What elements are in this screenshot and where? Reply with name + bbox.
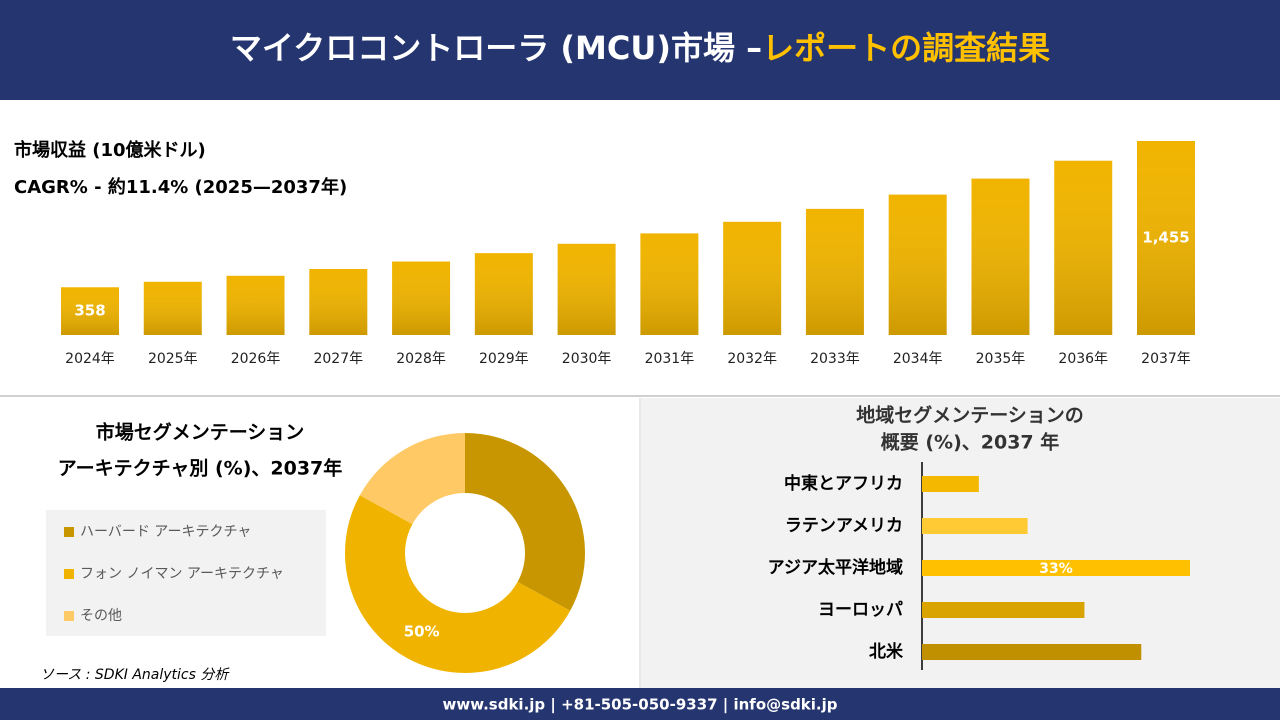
bar-shade	[226, 275, 285, 335]
region-panel	[641, 398, 1280, 688]
value-label: 33%	[1039, 561, 1073, 577]
x-tick-label: 2029年	[479, 351, 529, 367]
footer: www.sdki.jp | +81-505-050-9337 | info@sd…	[442, 696, 837, 715]
x-tick-label: 2025年	[148, 351, 198, 367]
bar-shade	[1137, 141, 1195, 335]
x-tick-label: 2034年	[893, 351, 943, 367]
y-tick-label: ヨーロッパ	[818, 600, 903, 620]
bar-shade	[805, 208, 864, 335]
title-main: マイクロコントローラ (MCU)市場 –	[230, 29, 762, 67]
x-tick-label: 2032年	[727, 351, 777, 367]
title-highlight: レポートの調査結果	[762, 29, 1050, 67]
x-tick-label: 2027年	[313, 351, 363, 367]
legend-swatch	[64, 527, 74, 537]
bar-shade	[143, 281, 202, 335]
x-tick-label: 2036年	[1058, 351, 1108, 367]
chart-title: 概要 (%)、2037 年	[881, 431, 1060, 454]
legend-label: ハーバード アーキテクチャ	[80, 524, 251, 540]
y-tick-label: アジア太平洋地域	[768, 557, 903, 578]
chart-title: 市場セグメンテーション	[96, 421, 305, 444]
x-tick-label: 2024年	[65, 351, 115, 367]
y-tick-label: ラテンアメリカ	[785, 516, 903, 536]
bar	[922, 644, 1142, 660]
page-title: マイクロコントローラ (MCU)市場 –レポートの調査結果	[230, 29, 1050, 67]
header-bar	[0, 0, 1280, 100]
bar	[922, 560, 1190, 576]
x-tick-label: 2035年	[976, 351, 1026, 367]
legend-swatch	[64, 569, 74, 579]
bar-shade	[392, 261, 451, 335]
legend-label: フォン ノイマン アーキテクチャ	[80, 566, 284, 582]
legend-swatch	[64, 611, 74, 621]
y-tick-label: 北米	[869, 641, 904, 662]
footer-bar	[0, 688, 1280, 720]
x-tick-label: 2028年	[396, 351, 446, 367]
bar	[922, 518, 1028, 534]
bar	[922, 476, 979, 492]
value-label: 358	[74, 302, 105, 320]
slice	[465, 433, 585, 611]
bar-shade	[888, 194, 947, 335]
x-tick-label: 2030年	[562, 351, 612, 367]
x-tick-label: 2037年	[1141, 351, 1191, 367]
slice	[345, 495, 571, 674]
legend-label: その他	[80, 608, 122, 624]
bar-shade	[61, 287, 119, 335]
y-tick-label: 中東とアフリカ	[784, 473, 903, 494]
x-tick-label: 2031年	[645, 351, 695, 367]
chart-subtitle: CAGR% - 約11.4% (2025—2037年)	[14, 176, 347, 198]
bar-shade	[640, 233, 699, 335]
x-tick-label: 2026年	[231, 351, 281, 367]
chart-subtitle: 市場収益 (10億米ドル)	[14, 139, 206, 161]
bar	[922, 602, 1085, 618]
chart-title: アーキテクチャ別 (%)、2037年	[58, 457, 343, 480]
bar-shade	[971, 178, 1030, 335]
bar-shade	[474, 253, 533, 335]
slice	[359, 433, 465, 525]
bar-shade	[723, 221, 782, 335]
bar-shade	[1054, 160, 1113, 335]
legend-box	[46, 510, 326, 636]
value-label: 50%	[404, 622, 440, 640]
source: ソース : SDKI Analytics 分析	[40, 667, 230, 683]
chart-title: 地域セグメンテーションの	[856, 404, 1084, 427]
x-tick-label: 2033年	[810, 351, 860, 367]
bar-shade	[309, 269, 368, 335]
bar-shade	[557, 243, 616, 335]
value-label: 1,455	[1142, 229, 1189, 247]
